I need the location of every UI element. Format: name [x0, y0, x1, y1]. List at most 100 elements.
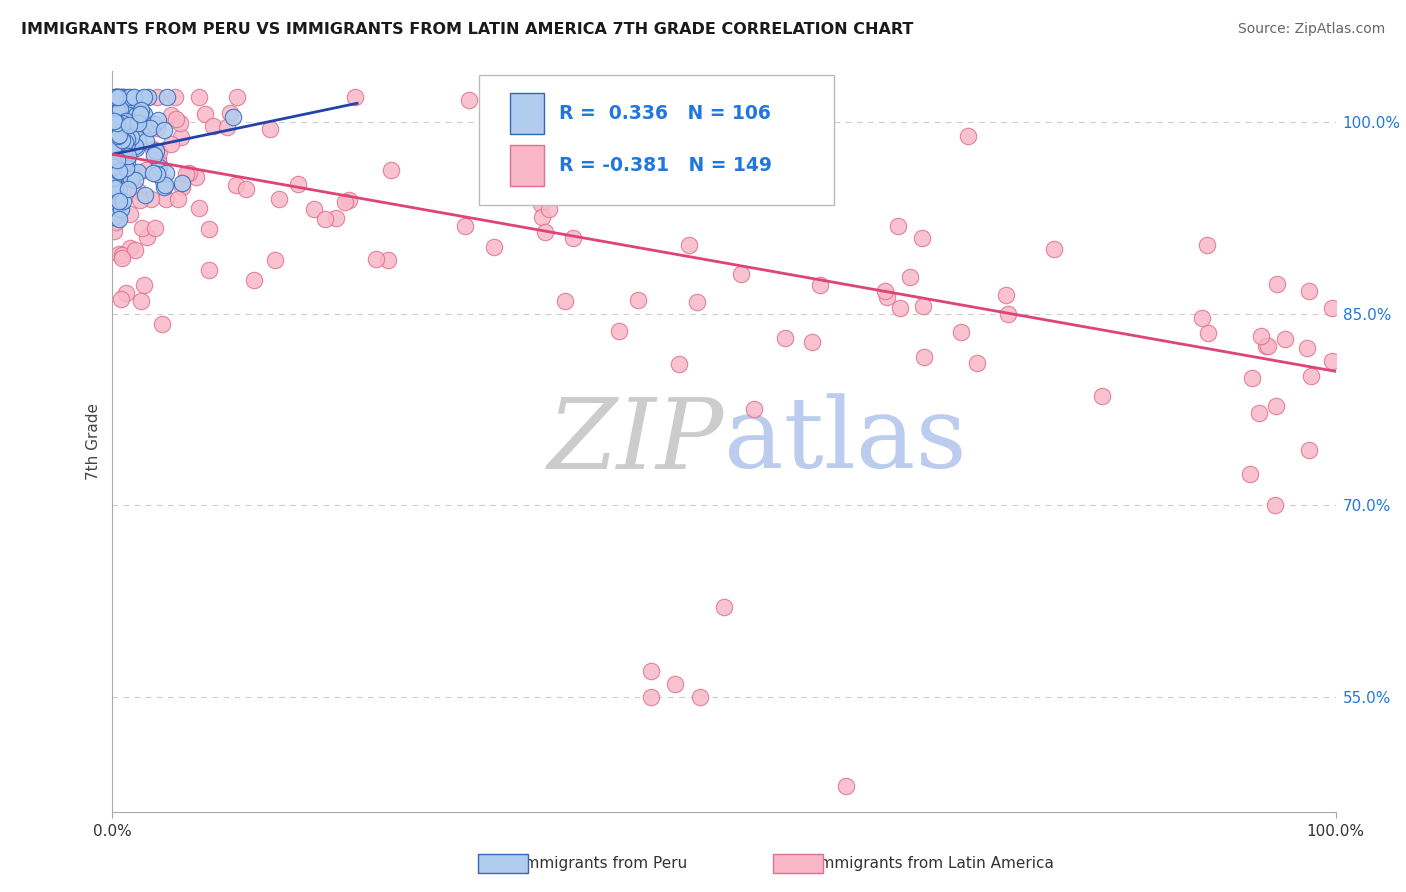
- Point: [1320, 301, 1343, 315]
- Point: [108, 146, 131, 161]
- Point: [104, 215, 127, 229]
- Point: [538, 202, 561, 216]
- Point: [114, 127, 136, 141]
- Point: [103, 203, 125, 218]
- Point: [835, 779, 858, 793]
- Text: Immigrants from Peru: Immigrants from Peru: [520, 856, 688, 871]
- Point: [105, 144, 128, 158]
- Point: [105, 129, 128, 144]
- Point: [148, 157, 170, 171]
- Point: [1042, 242, 1064, 256]
- Point: [364, 252, 387, 266]
- Point: [124, 173, 146, 187]
- Point: [457, 93, 479, 107]
- Text: Source: ZipAtlas.com: Source: ZipAtlas.com: [1237, 22, 1385, 37]
- Point: [889, 301, 911, 316]
- Point: [1295, 341, 1317, 355]
- Point: [380, 163, 402, 178]
- Point: [1298, 442, 1320, 457]
- Point: [103, 180, 125, 194]
- Point: [554, 294, 576, 309]
- Point: [104, 90, 127, 104]
- Point: [1322, 354, 1344, 368]
- Point: [108, 212, 131, 227]
- Point: [103, 155, 125, 169]
- Point: [1257, 338, 1279, 352]
- Point: [139, 192, 162, 206]
- Point: [155, 192, 177, 206]
- Point: [179, 166, 201, 180]
- Point: [269, 192, 291, 206]
- Point: [314, 212, 336, 227]
- Point: [103, 160, 125, 174]
- FancyBboxPatch shape: [510, 145, 544, 186]
- Point: [134, 278, 156, 293]
- Point: [112, 117, 135, 131]
- Text: R = -0.381   N = 149: R = -0.381 N = 149: [560, 156, 772, 175]
- Point: [120, 172, 142, 186]
- Point: [124, 136, 146, 150]
- Point: [103, 151, 125, 165]
- Point: [1254, 338, 1277, 352]
- Point: [105, 153, 128, 168]
- Point: [108, 247, 131, 261]
- Point: [264, 252, 287, 267]
- Point: [104, 131, 127, 145]
- Point: [105, 116, 128, 130]
- Point: [115, 114, 138, 128]
- Point: [259, 121, 281, 136]
- Point: [689, 690, 711, 704]
- Point: [187, 90, 209, 104]
- Point: [104, 165, 127, 179]
- Point: [135, 134, 157, 148]
- Point: [150, 318, 173, 332]
- Point: [134, 188, 156, 202]
- Point: [129, 294, 152, 309]
- Point: [174, 167, 197, 181]
- Point: [107, 128, 129, 143]
- Point: [115, 137, 138, 152]
- Point: [165, 112, 187, 126]
- Point: [112, 143, 135, 157]
- Point: [124, 138, 146, 153]
- Point: [152, 122, 174, 136]
- Point: [124, 141, 146, 155]
- Point: [128, 193, 150, 207]
- Point: [640, 690, 662, 704]
- Point: [108, 196, 131, 211]
- Point: [1191, 311, 1213, 326]
- Point: [110, 110, 132, 124]
- Point: [129, 103, 152, 117]
- Point: [1197, 238, 1219, 252]
- Point: [1250, 329, 1272, 343]
- Point: [118, 118, 141, 132]
- Point: [125, 108, 148, 122]
- Point: [108, 164, 131, 178]
- Point: [103, 224, 125, 238]
- Point: [111, 166, 134, 180]
- Point: [742, 402, 765, 417]
- Point: [202, 119, 225, 133]
- Point: [898, 270, 921, 285]
- Point: [111, 141, 134, 155]
- Point: [627, 293, 650, 307]
- Point: [115, 99, 138, 113]
- Point: [152, 174, 174, 188]
- Point: [166, 192, 188, 206]
- Point: [1241, 371, 1264, 385]
- Point: [110, 202, 132, 216]
- Point: [101, 171, 124, 186]
- Point: [104, 169, 127, 183]
- Point: [115, 132, 138, 146]
- Point: [121, 172, 143, 186]
- Point: [678, 238, 700, 252]
- Point: [142, 142, 165, 156]
- Point: [127, 164, 149, 178]
- Text: Immigrants from Latin America: Immigrants from Latin America: [815, 856, 1054, 871]
- Point: [104, 145, 127, 159]
- Text: ZIP: ZIP: [548, 394, 724, 489]
- Point: [197, 222, 219, 236]
- Point: [887, 219, 910, 233]
- Point: [129, 110, 152, 124]
- Point: [136, 90, 159, 104]
